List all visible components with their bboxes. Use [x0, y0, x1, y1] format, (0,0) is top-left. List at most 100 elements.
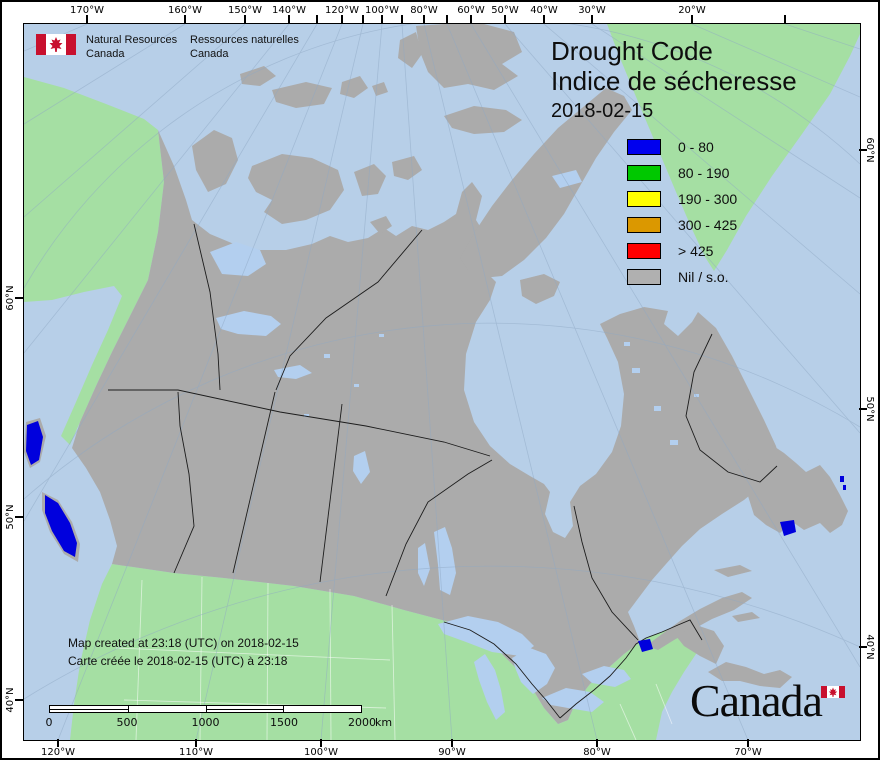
- patch-vancouver-island: [45, 495, 77, 557]
- lake-winnipeg: [434, 527, 456, 595]
- axis-tick-top: [362, 15, 364, 23]
- banks-island: [192, 130, 238, 192]
- axis-label-bottom: 100°W: [304, 747, 338, 758]
- axis-tick-left: [15, 699, 23, 701]
- somerset-island: [392, 156, 422, 180]
- wordmark-flag-icon: [821, 686, 845, 698]
- axis-tick-top: [446, 15, 448, 23]
- legend-row: 190 - 300: [627, 190, 737, 207]
- axis-label-bottom: 110°W: [179, 747, 213, 758]
- logo-en-line2: Canada: [86, 48, 125, 60]
- border-bc-ab: [173, 391, 195, 574]
- legend-swatch: [627, 138, 661, 155]
- axis-tick-top: [341, 15, 343, 23]
- axis-label-top: 120°W: [325, 5, 359, 16]
- axis-label-top: 80°W: [410, 5, 438, 16]
- logo-fr-line1: Ressources naturelles: [190, 34, 299, 46]
- lake-athabasca: [274, 365, 312, 379]
- axis-tick-right: [859, 646, 867, 648]
- axis-label-top: 30°W: [578, 5, 606, 16]
- legend-row: 0 - 80: [627, 138, 737, 155]
- ellesmere-island: [416, 24, 522, 90]
- patch-haida-gwaii: [26, 421, 43, 465]
- logo-en-line1: Natural Resources: [86, 34, 178, 46]
- lake-michigan: [474, 654, 505, 720]
- axis-tick-bottom: [195, 739, 197, 747]
- axis-tick-top: [288, 15, 290, 23]
- anticosti: [714, 565, 752, 577]
- nrcan-logo-text-en: Natural Resources Canada: [86, 33, 177, 61]
- axis-label-bottom: 90°W: [438, 747, 466, 758]
- axis-tick-top: [784, 15, 786, 23]
- scalebar-unit: km: [375, 716, 393, 729]
- baffin-island: [460, 88, 632, 278]
- legend-label: > 425: [678, 242, 714, 259]
- logo-fr-line2: Canada: [190, 48, 229, 60]
- borders-layer: [108, 223, 778, 719]
- axis-label-top: 60°W: [457, 5, 485, 16]
- axis-tick-right: [859, 408, 867, 410]
- axis-tick-top: [591, 15, 593, 23]
- legend-label: 80 - 190: [678, 164, 730, 181]
- legend-swatch: [627, 216, 661, 233]
- scalebar: km 0 500 1000 1500 2000: [45, 705, 393, 730]
- axis-tick-top: [543, 15, 545, 23]
- axis-tick-top: [691, 15, 693, 23]
- newfoundland: [744, 445, 848, 533]
- axis-tick-bottom: [747, 739, 749, 747]
- nrcan-logo-text-fr: Ressources naturelles Canada: [190, 33, 299, 61]
- patch-avalon-1: [840, 476, 844, 482]
- state-lines-layer: [115, 576, 673, 740]
- reindeer-lake: [353, 451, 370, 484]
- title-en: Drought Code: [551, 36, 713, 66]
- scalebar-tick-label: 500: [116, 716, 138, 729]
- canada-flag-icon: [36, 34, 76, 55]
- legend-swatch: [627, 190, 661, 207]
- axis-tick-left: [15, 297, 23, 299]
- axis-tick-top: [184, 15, 186, 23]
- axis-label-top: 150°W: [228, 5, 262, 16]
- great-slave-lake: [216, 311, 281, 336]
- devon-island: [444, 106, 522, 134]
- border-sk-mb: [319, 403, 343, 583]
- nettilling-lake: [552, 170, 582, 188]
- axis-tick-top: [381, 15, 383, 23]
- axis-tick-bottom: [451, 739, 453, 747]
- map-canvas: Natural Resources Canada Ressources natu…: [23, 23, 861, 741]
- map-svg: [24, 24, 860, 740]
- axis-tick-bottom: [57, 739, 59, 747]
- created-line-en: Map created at 23:18 (UTC) on 2018-02-15: [68, 636, 299, 650]
- prince-of-wales-island: [354, 164, 386, 196]
- legend-label: 190 - 300: [678, 190, 738, 207]
- legend-row: Nil / s.o.: [627, 268, 737, 285]
- axis-label-top: 20°W: [678, 5, 706, 16]
- border-yt-nwt: [193, 223, 221, 391]
- axis-tick-top: [86, 15, 88, 23]
- axis-tick-top: [504, 15, 506, 23]
- graticule-layer: [24, 24, 860, 740]
- border-on-qc: [573, 505, 639, 641]
- gaspe-south-shore: [646, 592, 752, 650]
- melville-island: [272, 82, 332, 108]
- scalebar-tick-label: 1500: [270, 716, 298, 729]
- axis-tick-left: [15, 516, 23, 518]
- axis-label-top: 140°W: [272, 5, 306, 16]
- nova-scotia: [708, 662, 792, 688]
- axis-label-top: 50°W: [491, 5, 519, 16]
- border-qc-nl: [685, 333, 778, 483]
- axis-tick-top: [401, 15, 403, 23]
- axis-label-bottom: 70°W: [734, 747, 762, 758]
- wordmark-text: Canada: [690, 675, 823, 726]
- scalebar-labels: km 0 500 1000 1500 2000: [45, 716, 393, 730]
- axis-tick-bottom: [596, 739, 598, 747]
- scalebar-tick-label: 0: [45, 716, 53, 729]
- axis-label-top: 160°W: [168, 5, 202, 16]
- legend: 0 - 80 80 - 190 190 - 300 300 - 425 > 425 Nil…: [627, 138, 737, 285]
- axis-tick-top: [423, 15, 425, 23]
- canada-mainland: [72, 130, 781, 724]
- canada-land-layer: [24, 24, 848, 724]
- legend-swatch: [627, 268, 661, 285]
- legend-label: 0 - 80: [678, 138, 714, 155]
- legend-row: 80 - 190: [627, 164, 737, 181]
